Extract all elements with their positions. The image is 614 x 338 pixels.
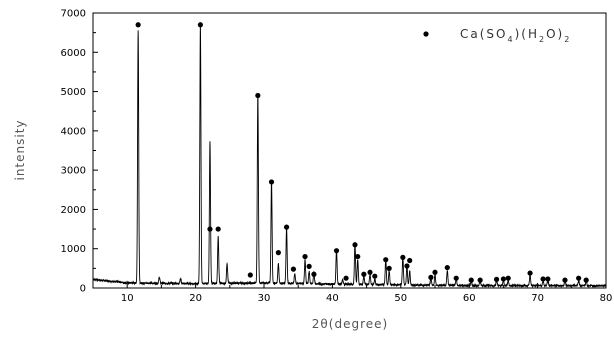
peak-marker (290, 266, 297, 272)
peak-marker (453, 275, 459, 281)
y-tick-label: 3000 (61, 166, 86, 177)
peak-marker (428, 274, 434, 280)
legend-marker (423, 31, 429, 37)
peak-marker (343, 275, 349, 281)
series-line (92, 24, 607, 289)
peak-marker (352, 242, 358, 248)
peak-marker (468, 277, 474, 283)
peak-marker (268, 179, 275, 185)
peak-marker (197, 22, 203, 28)
x-tick-label: 70 (531, 293, 544, 304)
peak-marker (215, 226, 221, 232)
y-tick-label: 5000 (61, 87, 86, 98)
y-tick-label: 4000 (61, 126, 86, 137)
y-tick-label: 0 (80, 284, 86, 295)
legend-subscript: 2 (539, 35, 546, 44)
legend-subscript: 2 (564, 35, 571, 44)
peak-marker (500, 276, 506, 282)
y-tick-label: 1000 (61, 244, 86, 255)
peak-marker (302, 253, 308, 260)
peak-marker (333, 248, 340, 254)
x-tick-label: 60 (463, 293, 476, 304)
legend-text-part: O) (546, 27, 564, 41)
peak-marker (444, 264, 450, 271)
peak-marker (583, 277, 589, 283)
legend-subscript: 4 (507, 35, 514, 44)
peak-marker (207, 226, 213, 232)
peak-marker (311, 271, 317, 277)
peak-marker (355, 253, 361, 260)
peak-marker (545, 276, 551, 282)
peak-marker (400, 254, 406, 260)
peak-marker (432, 269, 438, 275)
peak-marker (275, 250, 281, 256)
peak-marker (306, 263, 312, 269)
peak-marker (493, 276, 500, 282)
peak-marker (372, 273, 378, 279)
peak-marker (255, 92, 261, 99)
y-tick-label: 2000 (61, 205, 86, 216)
peak-marker (247, 272, 253, 278)
x-tick-label: 30 (258, 293, 271, 304)
x-tick-label: 50 (394, 293, 407, 304)
peak-marker (505, 275, 511, 281)
peak-marker (562, 277, 568, 283)
x-axis-title: 2θ(degree) (312, 317, 388, 331)
peak-marker (540, 276, 546, 282)
legend-label: Ca(SO4)(H2O)2 (460, 27, 571, 44)
x-axis-ticks: 10 20 30 40 50 60 70 80 (92, 283, 613, 304)
peak-marker (386, 265, 392, 271)
peak-marker (383, 257, 389, 263)
peak-marker (135, 22, 141, 28)
legend: Ca(SO4)(H2O)2 (423, 27, 571, 44)
peak-marker (361, 271, 367, 277)
x-tick-label: 20 (189, 293, 202, 304)
peak-marker (576, 275, 582, 281)
y-axis-ticks: 0 1000 2000 3000 4000 5000 6000 7000 (61, 9, 98, 295)
y-tick-label: 6000 (61, 48, 86, 59)
peak-marker (527, 270, 533, 276)
x-tick-label: 40 (326, 293, 339, 304)
peak-marker (407, 257, 413, 264)
peak-marker (404, 263, 410, 269)
peak-marker (283, 224, 290, 230)
x-tick-label: 10 (121, 293, 134, 304)
y-tick-label: 7000 (61, 9, 86, 20)
y-axis-title: intensity (13, 119, 27, 180)
legend-text-part: )(H (515, 27, 539, 41)
peak-markers (135, 22, 589, 283)
peak-marker (367, 269, 373, 275)
legend-text-part: Ca(SO (460, 27, 507, 41)
plot-frame (92, 12, 607, 289)
x-tick-label: 80 (600, 293, 613, 304)
peak-marker (477, 277, 483, 283)
